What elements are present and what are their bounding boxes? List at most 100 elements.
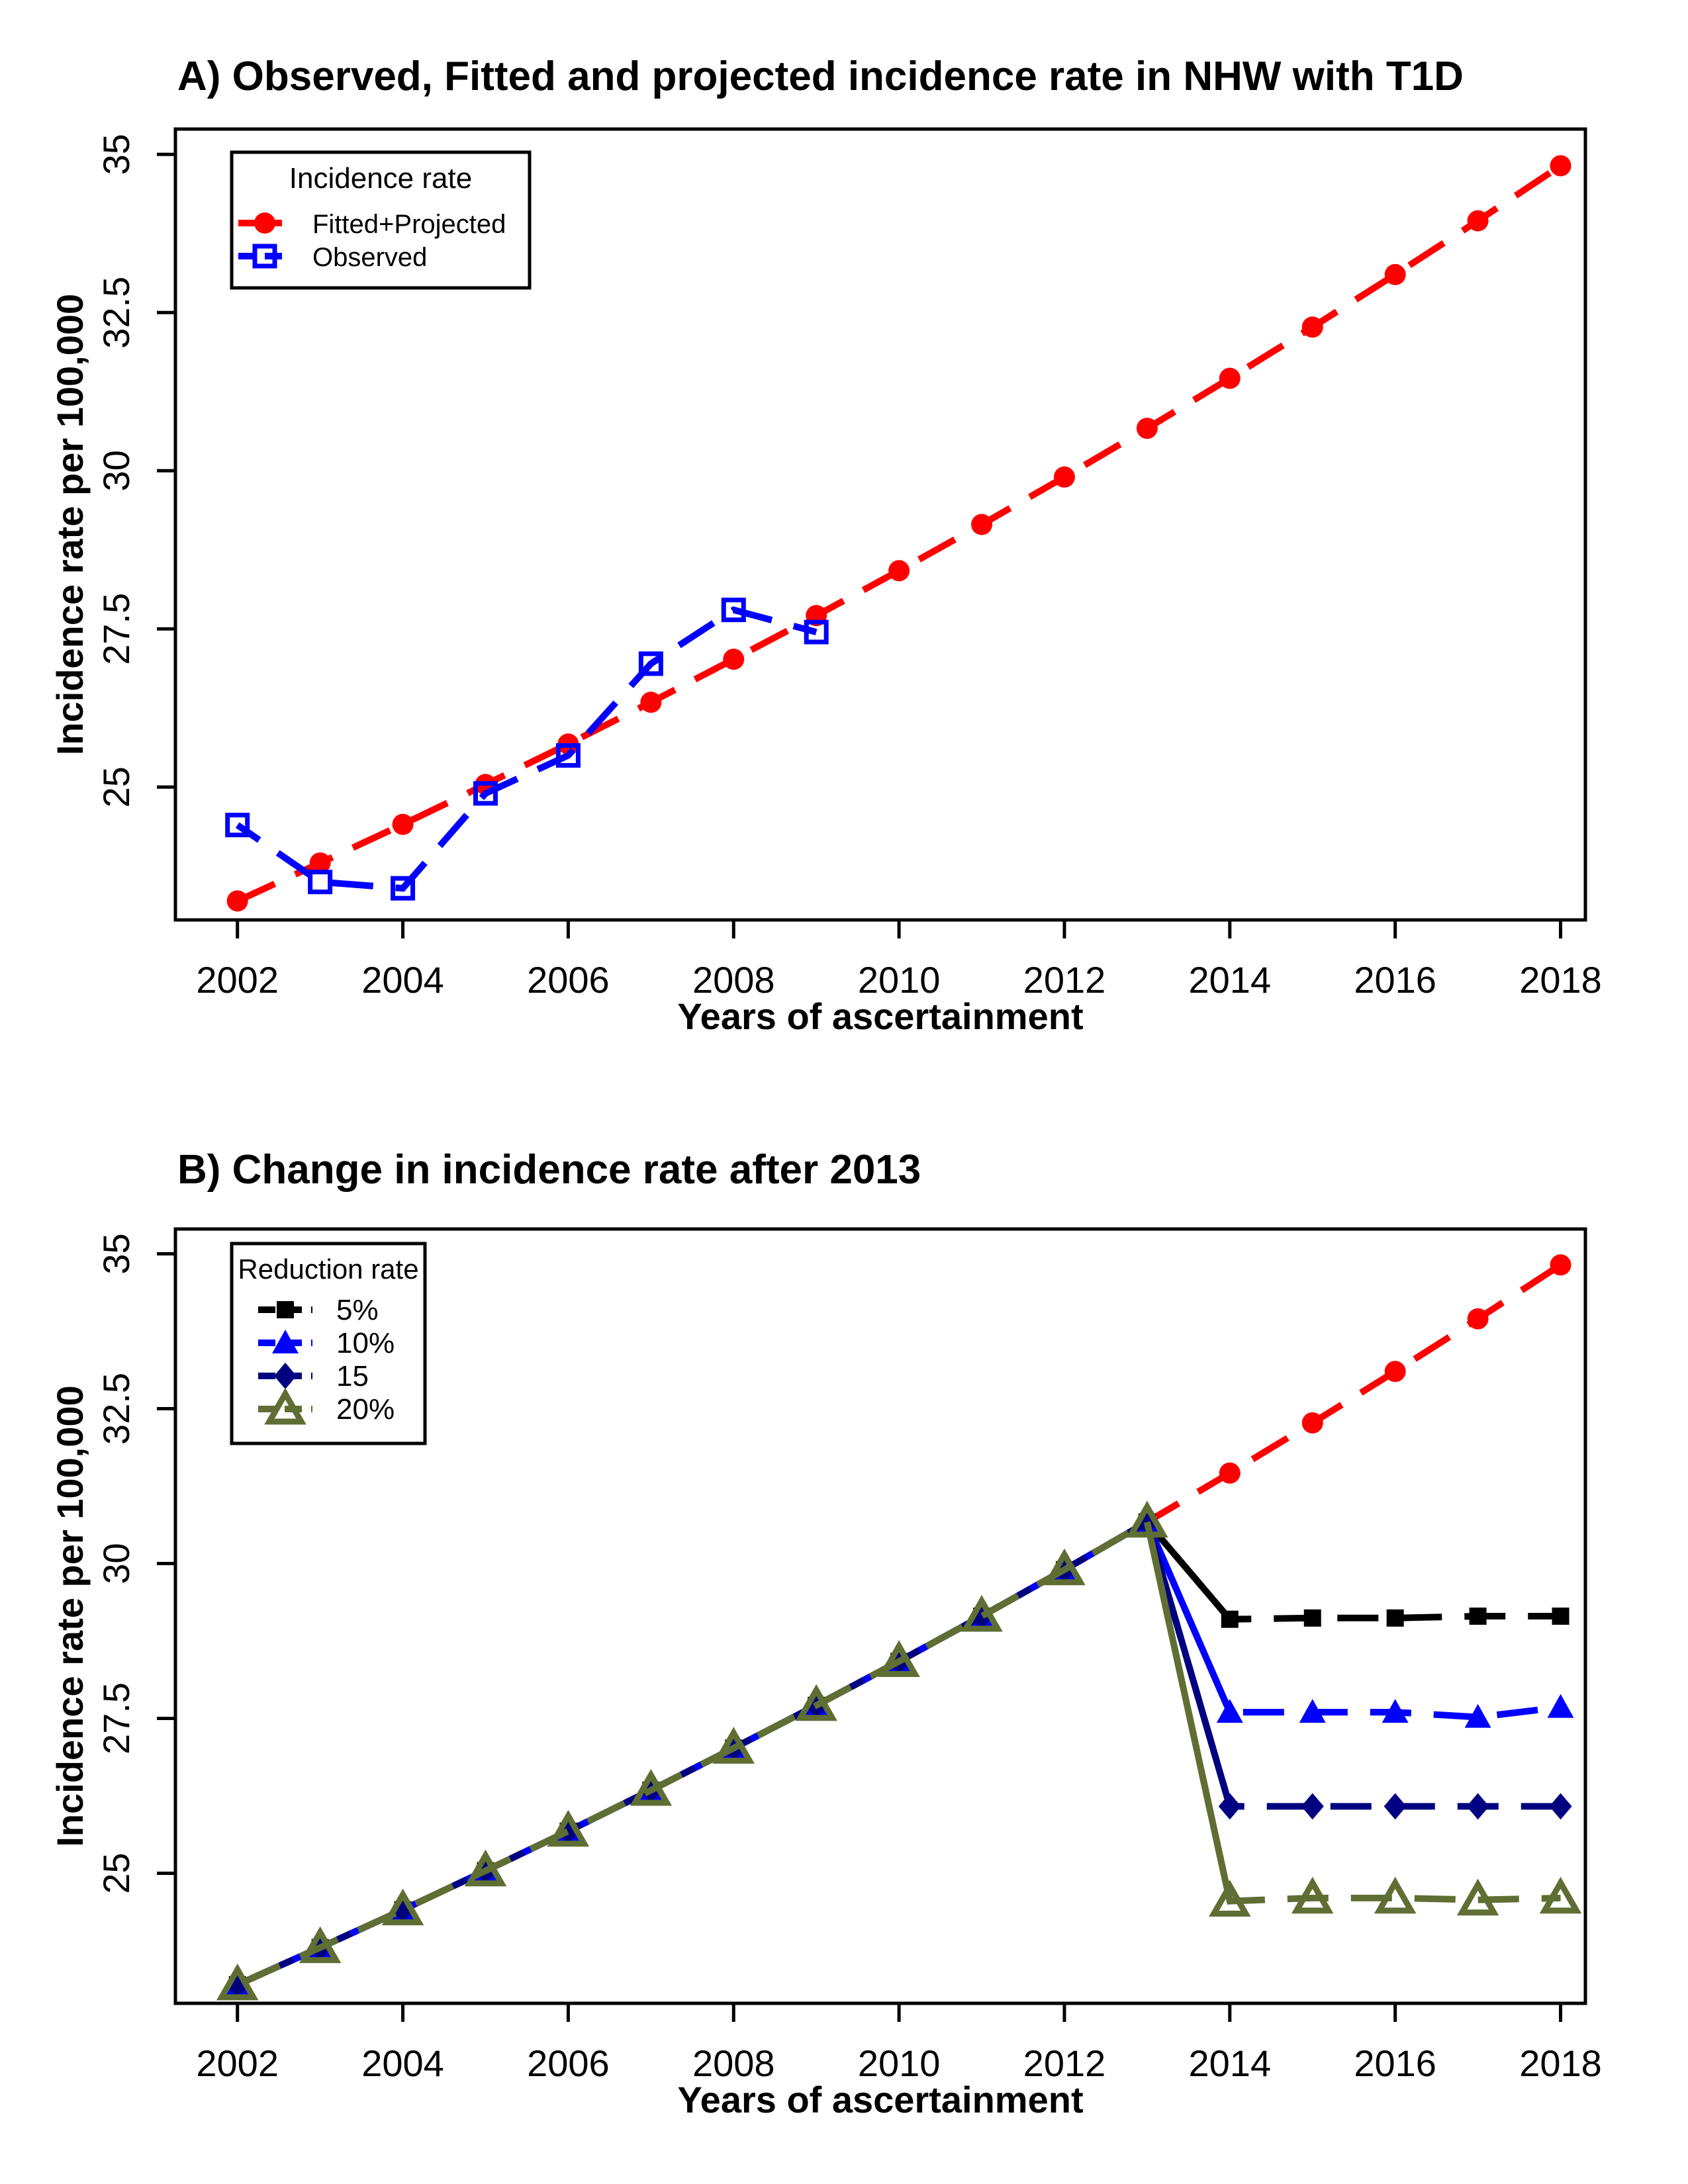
point-marker-open-triangle [961, 1594, 1003, 1632]
x-tick-label: 2010 [858, 959, 941, 1001]
point-marker-square [1552, 1608, 1570, 1625]
legend-entry-label: 20% [336, 1393, 395, 1426]
point-marker-open-triangle [1291, 1876, 1334, 1914]
point-marker-diamond [226, 1971, 249, 1998]
point-marker-open-triangle [630, 1768, 673, 1806]
point-marker-open-triangle [464, 1849, 507, 1887]
point-marker-open-triangle [1043, 1548, 1086, 1586]
series-15 [226, 1508, 1572, 1998]
point-marker-square [1469, 1608, 1487, 1625]
x-tick-label: 2016 [1354, 2042, 1436, 2084]
panel-a-title: A) Observed, Fitted and projected incide… [177, 54, 1464, 99]
point-marker-circle [309, 852, 331, 874]
point-marker-open-triangle [795, 1684, 837, 1721]
point-marker-open-square [721, 598, 746, 623]
series-line [236, 1517, 1561, 1988]
point-marker-circle [1550, 1254, 1571, 1276]
point-marker-open-triangle [547, 1809, 590, 1847]
x-tick-label: 2008 [692, 2042, 775, 2084]
series-line [236, 1262, 1563, 1988]
point-marker-triangle [272, 1330, 299, 1353]
point-marker-open-triangle [1539, 1876, 1582, 1914]
point-marker-circle [1053, 466, 1075, 488]
plot-box [173, 1227, 1587, 2005]
point-marker-open-triangle [1126, 1500, 1168, 1538]
point-marker-square [1303, 1609, 1321, 1627]
series-drop-segment [1144, 1520, 1233, 1714]
y-tick-label: 32.5 [95, 1373, 137, 1445]
point-marker-open-triangle [1456, 1878, 1499, 1916]
x-tick-label: 2010 [858, 2042, 941, 2084]
point-marker-square [277, 1301, 294, 1318]
point-marker-circle [971, 514, 993, 535]
point-marker-triangle [1464, 1704, 1491, 1728]
x-tick-label: 2002 [196, 2042, 279, 2084]
series-5% [228, 1513, 1570, 1993]
point-marker-open-square [804, 619, 829, 645]
axes: 25 27.5 30 32.5 35 2002 2004 2006 2008 2010 2012 20… [49, 1227, 1602, 2120]
point-marker-triangle [1299, 1699, 1326, 1723]
point-marker-diamond [1549, 1793, 1572, 1820]
x-tick-label: 2012 [1023, 2042, 1106, 2084]
point-marker-open-square [638, 651, 663, 676]
y-tick-label: 27.5 [95, 593, 137, 665]
point-marker-open-square [555, 743, 581, 768]
y-axis-title: Incidence rate per 100,000 [49, 1385, 91, 1846]
x-axis-title: Years of ascertainment [677, 2079, 1083, 2120]
point-marker-diamond [1218, 1793, 1241, 1820]
point-marker-diamond [1466, 1793, 1489, 1820]
series-line [236, 1516, 1561, 1988]
point-marker-open-triangle [1209, 1880, 1251, 1917]
series-Observed [225, 598, 829, 901]
y-tick-label: 25 [95, 1852, 137, 1893]
point-marker-diamond [1301, 1793, 1324, 1820]
point-marker-circle [1219, 367, 1241, 389]
point-marker-open-triangle [878, 1640, 920, 1677]
point-marker-circle [723, 649, 745, 670]
x-tick-label: 2008 [692, 959, 775, 1001]
x-tick-label: 2018 [1519, 2042, 1602, 2084]
y-axis-title: Incidence rate per 100,000 [49, 294, 91, 755]
point-marker-circle [392, 813, 414, 835]
point-marker-circle [1467, 1308, 1489, 1330]
panel-b-title: B) Change in incidence rate after 2013 [177, 1147, 921, 1193]
point-marker-circle [1301, 316, 1323, 338]
legend-entry-label: 5% [336, 1294, 379, 1326]
series-line [236, 1518, 1561, 1988]
series-line [236, 1517, 1562, 1988]
axes: 25 27.5 30 32.5 35 2002 2004 2006 2008 2010 2012 20… [49, 127, 1602, 1037]
point-marker-triangle [1216, 1699, 1243, 1723]
series-drop-segment [1144, 1521, 1233, 1807]
legend-title: Incidence rate [289, 162, 472, 195]
point-marker-circle [254, 212, 275, 234]
point-marker-circle [1467, 210, 1489, 232]
legend-entry-label: Observed [312, 243, 427, 272]
point-marker-open-triangle [1374, 1876, 1417, 1914]
point-marker-open-square [252, 244, 277, 269]
x-tick-label: 2014 [1189, 2042, 1272, 2084]
x-tick-label: 2016 [1354, 959, 1436, 1001]
y-tick-label: 32.5 [95, 277, 137, 349]
point-marker-square [1221, 1610, 1239, 1628]
point-marker-circle [640, 692, 662, 713]
point-marker-open-square [473, 781, 498, 806]
plot-box [173, 127, 1587, 922]
point-marker-open-triangle [264, 1387, 306, 1425]
legend-entry-label: 10% [336, 1327, 395, 1359]
point-marker-circle [1136, 418, 1158, 439]
y-tick-label: 27.5 [95, 1682, 137, 1754]
point-marker-circle [1219, 1462, 1241, 1484]
legend-entry-label: 15 [336, 1360, 369, 1392]
point-marker-triangle [1547, 1694, 1574, 1718]
point-marker-open-triangle [299, 1926, 342, 1964]
series-Fitted+Projected [226, 155, 1571, 912]
y-tick-label: 30 [95, 1543, 137, 1584]
y-tick-label: 35 [95, 1233, 137, 1274]
x-tick-label: 2012 [1023, 959, 1106, 1001]
x-tick-label: 2002 [196, 959, 279, 1001]
point-marker-circle [1550, 155, 1571, 177]
series-drop-segment [1144, 1521, 1233, 1902]
point-marker-circle [1384, 263, 1406, 285]
panel-a-chart: 25 27.5 30 32.5 35 2002 2004 2006 2008 2010 2012 20… [49, 127, 1602, 1037]
